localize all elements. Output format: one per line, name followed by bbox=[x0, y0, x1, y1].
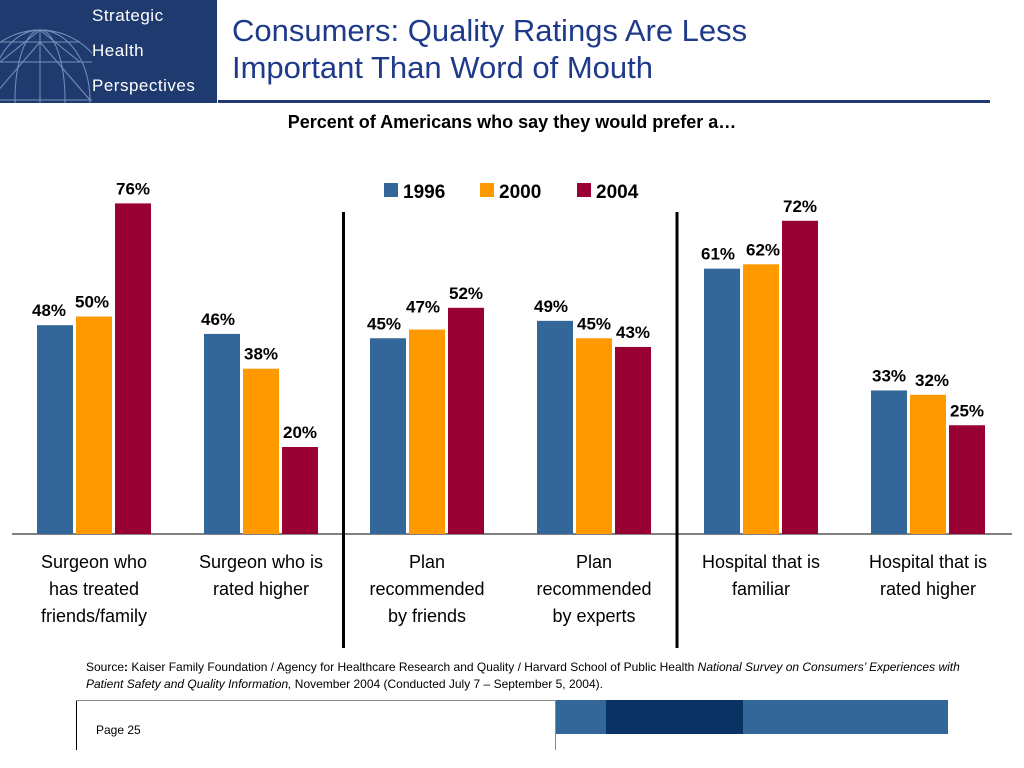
category-label-1-line-1: Surgeon who bbox=[41, 552, 147, 572]
data-label-2004-cat5: 72% bbox=[783, 197, 817, 216]
data-label-2000-cat5: 62% bbox=[746, 240, 780, 259]
category-label-4-line-1: Plan bbox=[576, 552, 612, 572]
data-label-1996-cat5: 61% bbox=[701, 245, 735, 264]
bar-1996-cat6 bbox=[871, 390, 907, 534]
bar-2004-cat2 bbox=[282, 447, 318, 534]
category-label-6-line-1: Hospital that is bbox=[869, 552, 987, 572]
footer-rule bbox=[76, 700, 555, 701]
data-label-2004-cat3: 52% bbox=[449, 284, 483, 303]
source-tail: November 2004 (Conducted July 7 – Septem… bbox=[291, 677, 603, 691]
bar-2004-cat3 bbox=[448, 307, 484, 534]
bar-2000-cat3 bbox=[409, 329, 445, 534]
bar-2000-cat5 bbox=[743, 264, 779, 534]
bar-1996-cat4 bbox=[537, 320, 573, 534]
bar-1996-cat2 bbox=[204, 333, 240, 534]
bar-2004-cat6 bbox=[949, 425, 985, 534]
category-label-3-line-1: Plan bbox=[409, 552, 445, 572]
brand-line-3: Perspectives bbox=[92, 76, 196, 95]
brand-logo: Strategic Health Perspectives bbox=[0, 0, 217, 103]
category-label-1-line-2: has treated bbox=[49, 579, 139, 599]
footer-block-1 bbox=[556, 700, 606, 734]
legend-swatch-2004 bbox=[577, 183, 591, 197]
legend-swatch-2000 bbox=[480, 183, 494, 197]
data-label-1996-cat3: 45% bbox=[367, 314, 401, 333]
legend-label-2004: 2004 bbox=[596, 182, 639, 203]
source-label: Source bbox=[86, 660, 125, 674]
bar-1996-cat1 bbox=[37, 325, 73, 534]
brand-line-1: Strategic bbox=[92, 6, 164, 25]
data-label-2004-cat4: 43% bbox=[616, 323, 650, 342]
category-label-1-line-3: friends/family bbox=[41, 606, 147, 626]
data-label-1996-cat1: 48% bbox=[32, 301, 66, 320]
data-label-1996-cat4: 49% bbox=[534, 297, 568, 316]
bar-1996-cat5 bbox=[704, 268, 740, 534]
data-label-1996-cat2: 46% bbox=[201, 310, 235, 329]
bar-chart: 48% 46% 45% 49% 61% 33% 50% 38% 47% 45% 62% 32% 76% 2… bbox=[12, 179, 1012, 648]
footer-block-3 bbox=[743, 700, 948, 734]
data-label-2004-cat6: 25% bbox=[950, 401, 984, 420]
data-label-2000-cat3: 47% bbox=[406, 298, 440, 317]
category-label-5-line-2: familiar bbox=[732, 579, 790, 599]
data-label-1996-cat6: 33% bbox=[872, 366, 906, 385]
legend-swatch-1996 bbox=[384, 183, 398, 197]
category-label-4-line-2: recommended bbox=[536, 579, 651, 599]
category-label-5-line-1: Hospital that is bbox=[702, 552, 820, 572]
category-label-3-line-3: by friends bbox=[388, 606, 466, 626]
data-label-2004-cat2: 20% bbox=[283, 423, 317, 442]
legend-label-1996: 1996 bbox=[403, 182, 445, 203]
bar-1996-cat3 bbox=[370, 338, 406, 534]
category-label-2-line-2: rated higher bbox=[213, 579, 309, 599]
category-label-2-line-1: Surgeon who is bbox=[199, 552, 323, 572]
data-label-2000-cat4: 45% bbox=[577, 314, 611, 333]
bar-2000-cat4 bbox=[576, 338, 612, 534]
legend-label-2000: 2000 bbox=[499, 182, 541, 203]
bar-2000-cat1 bbox=[76, 316, 112, 534]
category-label-6-line-2: rated higher bbox=[880, 579, 976, 599]
source-text: Kaiser Family Foundation / Agency for He… bbox=[131, 660, 698, 674]
category-label-3-line-2: recommended bbox=[369, 579, 484, 599]
title-line-1: Consumers: Quality Ratings Are Less bbox=[232, 13, 748, 48]
source-note: Source: Kaiser Family Foundation / Agenc… bbox=[86, 660, 960, 691]
data-label-2000-cat2: 38% bbox=[244, 345, 278, 364]
page-number: Page 25 bbox=[96, 723, 141, 737]
data-label-2000-cat6: 32% bbox=[915, 371, 949, 390]
bar-2004-cat5 bbox=[782, 220, 818, 535]
globe-icon bbox=[0, 29, 92, 103]
bar-2004-cat4 bbox=[615, 346, 651, 534]
category-label-4-line-3: by experts bbox=[552, 606, 635, 626]
brand-line-2: Health bbox=[92, 41, 145, 60]
footer-divider-right bbox=[555, 700, 556, 750]
chart-subtitle: Percent of Americans who say they would … bbox=[287, 112, 737, 132]
bar-2004-cat1 bbox=[115, 203, 151, 534]
page-title: Consumers: Quality Ratings Are Less Impo… bbox=[232, 12, 1012, 86]
footer-block-2 bbox=[606, 700, 743, 734]
footer-divider bbox=[76, 700, 77, 750]
data-label-2000-cat1: 50% bbox=[75, 293, 109, 312]
title-line-2: Important Than Word of Mouth bbox=[232, 50, 654, 85]
bar-2000-cat6 bbox=[910, 394, 946, 534]
data-label-2004-cat1: 76% bbox=[116, 179, 150, 198]
title-divider bbox=[218, 100, 990, 103]
source-italic: National Survey on Consumers’ Experience… bbox=[86, 660, 960, 691]
bar-2000-cat2 bbox=[243, 368, 279, 534]
